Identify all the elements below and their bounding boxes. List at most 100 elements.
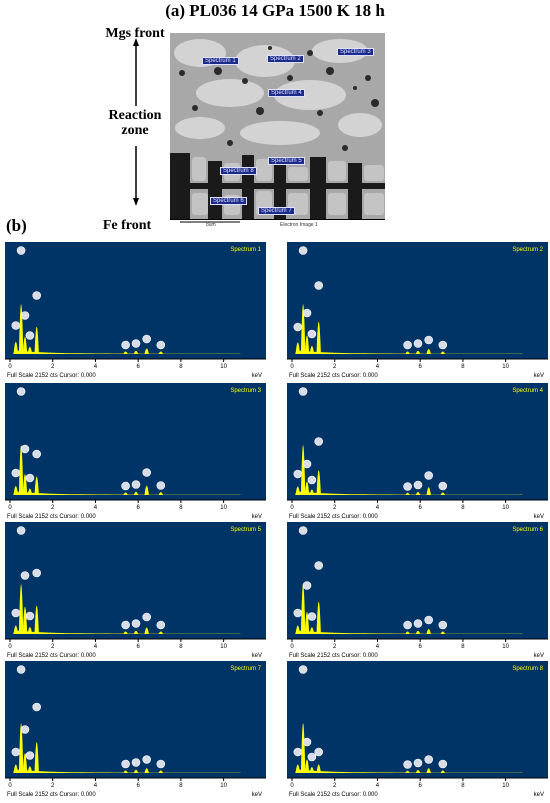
spectrum-panel-8: 0 2 4 6 8 10 Spectrum 8 Full Scale 2152 cts Cur…: [287, 661, 548, 798]
spectrum-peak: [22, 336, 28, 354]
peak-marker: [16, 387, 26, 396]
spectrum-peak: [309, 346, 315, 354]
peak-marker: [314, 437, 324, 446]
peak-marker: [32, 291, 42, 300]
spectrum-peak: [309, 489, 315, 495]
peak-marker: [307, 612, 317, 621]
spectrum-peak: [304, 481, 310, 495]
x-tick-label: 4: [376, 783, 380, 789]
peak-marker: [32, 568, 42, 578]
spectrum-peak: [316, 470, 321, 495]
zone-label: zone: [121, 123, 149, 138]
spectrum-peak: [123, 492, 128, 495]
peak-marker: [424, 471, 433, 480]
spectrum-peak: [144, 348, 149, 354]
peak-marker: [121, 759, 130, 769]
spectrum-name-6: Spectrum 6: [512, 527, 543, 533]
spectrum-panel-7: 0 2 4 6 8 10 Spectrum 7 Full Scale 2152 cts Cur…: [5, 661, 266, 798]
footer-text-5: Full Scale 2152 cts Cursor: 0.000: [7, 653, 96, 659]
spectrum-peak: [426, 487, 431, 495]
x-tick-label: 2: [51, 505, 55, 511]
peak-marker: [298, 246, 308, 255]
spectrum-peak: [34, 742, 39, 773]
x-tick-label: 6: [137, 505, 141, 511]
peak-marker: [403, 340, 412, 350]
peak-marker: [438, 481, 448, 491]
spectrum-name-5: Spectrum 5: [230, 527, 261, 533]
sem-spectrum-label-3: Spectrum 3: [337, 48, 374, 56]
sem-spectrum-label-7: Spectrum 7: [258, 207, 295, 215]
peak-marker: [156, 620, 166, 630]
spectrum-panel-2: 0 2 4 6 8 10 Spectrum 2 Full Scale 2152 cts Cur…: [287, 242, 548, 379]
spectrum-peak: [300, 445, 306, 495]
peak-marker: [11, 608, 21, 618]
spectrum-peak: [18, 584, 24, 634]
spectrum-peak: [144, 485, 149, 495]
spectrum-peak: [295, 342, 300, 354]
peak-marker: [142, 755, 151, 764]
peak-marker: [16, 526, 26, 535]
spectrum-panel-1: 0 2 4 6 8 10 Spectrum 1 Full Scale 2152 cts Cur…: [5, 242, 266, 379]
spectrum-peak: [300, 723, 306, 773]
sem-image: Spectrum 1 Spectrum 2 Spectrum 3 Spectru…: [170, 33, 385, 219]
peak-marker: [142, 334, 151, 344]
unit-text-4: keV: [534, 514, 544, 520]
peak-marker: [403, 760, 412, 769]
sem-spectrum-label-1: Spectrum 1: [202, 57, 239, 65]
x-tick-label: 2: [51, 644, 55, 650]
x-tick-label: 2: [333, 644, 337, 650]
footer-text-7: Full Scale 2152 cts Cursor: 0.000: [7, 792, 96, 798]
peak-marker: [413, 619, 423, 628]
peak-marker: [11, 468, 21, 478]
spectrum-peak: [415, 350, 421, 354]
x-tick-label: 10: [502, 364, 509, 370]
spectrum-peak: [405, 631, 410, 634]
x-tick-label: 2: [333, 505, 337, 511]
spectrum-peak: [426, 629, 431, 634]
spectrum-peak: [34, 605, 39, 634]
peak-marker: [302, 308, 312, 318]
x-tick-label: 0: [290, 364, 294, 370]
peak-marker: [121, 340, 130, 350]
spectrum-peak: [34, 326, 39, 354]
peak-marker: [302, 459, 312, 469]
peak-marker: [438, 620, 448, 630]
peak-marker: [131, 758, 141, 767]
peak-marker: [25, 473, 35, 483]
x-tick-label: 8: [461, 783, 465, 789]
spectrum-peak: [309, 767, 315, 773]
spectrum-peak: [440, 631, 445, 634]
spectrum-name-8: Spectrum 8: [512, 666, 543, 672]
peak-marker: [314, 561, 324, 570]
peak-marker: [32, 702, 42, 712]
spectrum-peak: [133, 350, 139, 354]
spectrum-name-3: Spectrum 3: [230, 388, 261, 394]
sem-spectrum-label-2: Spectrum 2: [267, 55, 304, 63]
reaction-label: Reaction: [108, 108, 162, 123]
spectrum-peak: [158, 770, 163, 773]
x-tick-label: 10: [220, 505, 227, 511]
spectrum-peak: [415, 770, 421, 773]
spectrum-peak: [415, 492, 421, 495]
peak-marker: [20, 571, 30, 580]
spectrum-peak: [22, 606, 28, 634]
peak-marker: [156, 340, 166, 350]
peak-marker: [293, 469, 303, 479]
x-tick-label: 0: [8, 364, 12, 370]
spectrum-peak: [309, 627, 315, 634]
spectrum-peak: [22, 753, 28, 773]
x-tick-label: 10: [502, 644, 509, 650]
footer-text-4: Full Scale 2152 cts Cursor: 0.000: [289, 514, 378, 520]
x-tick-label: 4: [94, 644, 98, 650]
sem-spectrum-label-4: Spectrum 4: [268, 89, 305, 97]
peak-marker: [16, 665, 26, 674]
spectrum-panel-4: 0 2 4 6 8 10 Spectrum 4 Full Scale 2152 cts Cur…: [287, 383, 548, 520]
direction-arrow: [133, 38, 139, 206]
x-tick-label: 8: [461, 644, 465, 650]
peak-marker: [11, 747, 21, 757]
x-tick-label: 8: [179, 783, 183, 789]
spectrum-peak: [316, 321, 321, 354]
x-tick-label: 4: [376, 644, 380, 650]
spectrum-peak: [133, 491, 139, 495]
spectrum-peak: [123, 351, 128, 354]
